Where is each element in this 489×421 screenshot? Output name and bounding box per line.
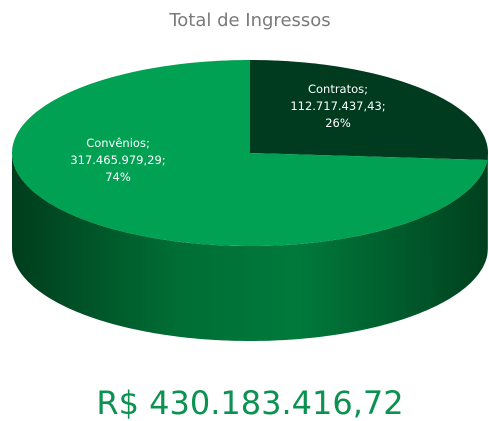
chart-title: Total de Ingressos [168,10,330,31]
label-category: Contratos [308,82,364,96]
slice [12,60,488,246]
label-value: 317.465.979,29 [70,153,161,167]
label-separator: ; [382,99,386,113]
label-separator: ; [364,82,368,96]
slice [250,60,488,161]
slice-side [12,153,488,341]
slice-side [487,153,488,256]
label-category: Convênios [86,136,146,150]
data-label: Convênios; 317.465.979,29; 74% [70,136,165,184]
labels: Convênios; 317.465.979,29; 74%Contratos; 11… [70,82,385,184]
label-separator: ; [146,136,150,150]
label-separator: ; [162,153,166,167]
label-percent: 26% [325,116,351,130]
pie [12,60,488,341]
data-label: Contratos; 112.717.437,43; 26% [290,82,385,130]
label-percent: 74% [105,170,131,184]
total-label: R$ 430.183.416,72 [96,384,403,421]
label-value: 112.717.437,43 [290,99,381,113]
